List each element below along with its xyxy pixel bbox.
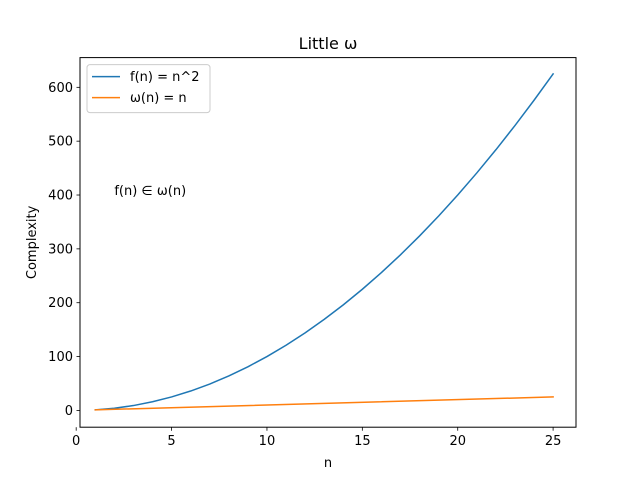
y-tick-label: 600 — [48, 81, 73, 96]
x-tick-label: 15 — [354, 434, 371, 449]
legend: f(n) = n^2 ω(n) = n — [86, 64, 211, 114]
plot-frame — [79, 57, 577, 428]
y-tick-label: 200 — [48, 296, 73, 311]
y-tick-label: 100 — [48, 350, 73, 365]
x-tick-label: 10 — [259, 434, 276, 449]
y-axis-ticks: 0 100 200 300 400 500 600 — [48, 81, 80, 419]
x-tick-label: 0 — [72, 434, 80, 449]
y-axis-label: Complexity — [25, 205, 40, 279]
y-tick-label: 300 — [48, 242, 73, 257]
y-tick-label: 400 — [48, 189, 73, 204]
x-tick-label: 20 — [449, 434, 466, 449]
series-line-1 — [94, 72, 555, 411]
series-layer — [94, 72, 555, 411]
legend-label-1: f(n) = n^2 — [130, 70, 200, 85]
legend-label-2: ω(n) = n — [130, 91, 187, 106]
y-tick-label: 500 — [48, 135, 73, 150]
series-line-2 — [94, 396, 554, 411]
chart-title: Little ω — [299, 34, 358, 53]
x-axis-ticks: 0 5 10 15 20 25 — [72, 427, 561, 449]
x-axis-label: n — [324, 456, 332, 471]
chart-annotation: f(n) ∈ ω(n) — [114, 184, 186, 199]
x-tick-label: 5 — [167, 434, 175, 449]
y-tick-label: 0 — [65, 404, 73, 419]
x-tick-label: 25 — [545, 434, 562, 449]
